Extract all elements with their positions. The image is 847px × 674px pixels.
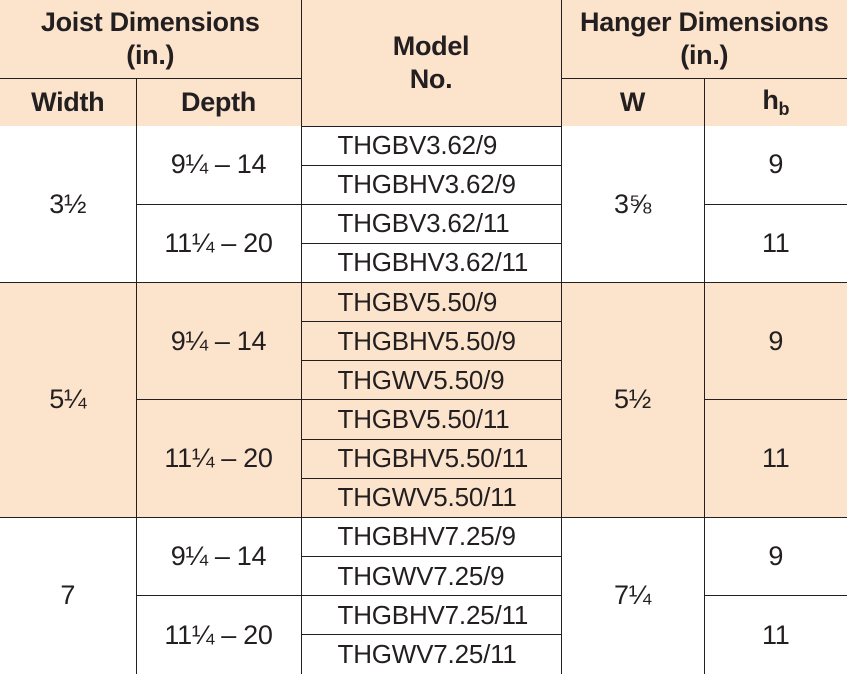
joist-dimensions-title: Joist Dimensions xyxy=(40,6,260,37)
width-cell: 7 xyxy=(0,516,137,674)
hb-cell: 9 xyxy=(703,126,847,205)
w-cell: 5½ xyxy=(560,282,705,518)
table-header: Joist Dimensions (in.) Model No. Hanger … xyxy=(0,0,847,127)
w-cell: 7¼ xyxy=(560,516,705,674)
model-number-cell: THGBHV5.50/9 xyxy=(301,321,562,362)
table-row: 11¼ – 20 THGBV5.50/11 11 xyxy=(0,399,847,518)
w-column-header: W xyxy=(560,77,705,126)
model-number-cell: THGBHV3.62/9 xyxy=(301,164,562,205)
model-number-cell: THGBHV3.62/11 xyxy=(301,242,562,284)
width-cell: 5¼ xyxy=(0,282,137,518)
model-number-cell: THGBHV5.50/11 xyxy=(301,438,562,479)
hb-cell: 9 xyxy=(703,282,847,401)
model-no-header: Model No. xyxy=(300,0,562,127)
table-row: 11¼ – 20 THGBHV7.25/11 11 xyxy=(0,595,847,674)
model-number-cell: THGWV5.50/11 xyxy=(301,477,562,518)
hanger-dimensions-header: Hanger Dimensions (in.) xyxy=(560,0,847,79)
hanger-dimensions-title: Hanger Dimensions xyxy=(580,6,829,37)
hb-subscript: b xyxy=(778,99,790,120)
width-cell: 3½ xyxy=(0,126,137,284)
model-number-cell: THGBV5.50/11 xyxy=(300,399,562,440)
depth-cell: 9¼ – 14 xyxy=(135,282,302,401)
depth-cell: 11¼ – 20 xyxy=(136,203,302,284)
depth-column-header: Depth xyxy=(135,77,302,126)
model-no-line2: No. xyxy=(409,63,453,94)
hb-cell: 11 xyxy=(703,399,847,518)
model-number-cell: THGWV5.50/9 xyxy=(301,360,562,401)
hb-main: h xyxy=(762,85,779,116)
hb-cell: 9 xyxy=(703,516,847,597)
w-cell: 3⅝ xyxy=(560,126,705,284)
model-number-cell: THGBHV7.25/9 xyxy=(300,516,562,558)
depth-cell: 9¼ – 14 xyxy=(135,126,302,205)
hb-cell: 11 xyxy=(703,595,847,674)
joist-dimensions-header: Joist Dimensions (in.) xyxy=(0,0,302,79)
hanger-dimensions-units: (in.) xyxy=(680,39,729,70)
joist-dimensions-units: (in.) xyxy=(126,39,175,70)
hb-cell: 11 xyxy=(703,203,847,284)
table-row: 11¼ – 20 THGBV3.62/11 11 xyxy=(0,203,847,284)
depth-cell: 11¼ – 20 xyxy=(136,595,302,674)
model-number-cell: THGWV7.25/11 xyxy=(301,634,562,674)
hb-column-header: hb xyxy=(703,77,847,126)
table-row: 7 9¼ – 14 THGBHV7.25/9 7¼ 9 xyxy=(0,516,847,674)
width-column-header: Width xyxy=(0,77,137,126)
model-number-cell: THGBHV7.25/11 xyxy=(300,595,562,636)
model-number-cell: THGBV3.62/11 xyxy=(300,203,562,244)
model-number-cell: THGBV3.62/9 xyxy=(300,126,562,166)
model-number-cell: THGWV7.25/9 xyxy=(301,556,562,597)
model-no-line1: Model xyxy=(392,30,470,61)
table-row: 3½ 9¼ – 14 THGBV3.62/9 3⅝ 9 xyxy=(0,126,847,284)
depth-cell: 9¼ – 14 xyxy=(135,516,302,597)
model-number-cell: THGBV5.50/9 xyxy=(300,282,562,323)
table-row: 5¼ 9¼ – 14 THGBV5.50/9 5½ 9 xyxy=(0,282,847,518)
table-body: 3½ 9¼ – 14 THGBV3.62/9 3⅝ 9 THGBHV3.62/9 11¼ –… xyxy=(0,126,847,674)
depth-cell: 11¼ – 20 xyxy=(136,399,302,518)
